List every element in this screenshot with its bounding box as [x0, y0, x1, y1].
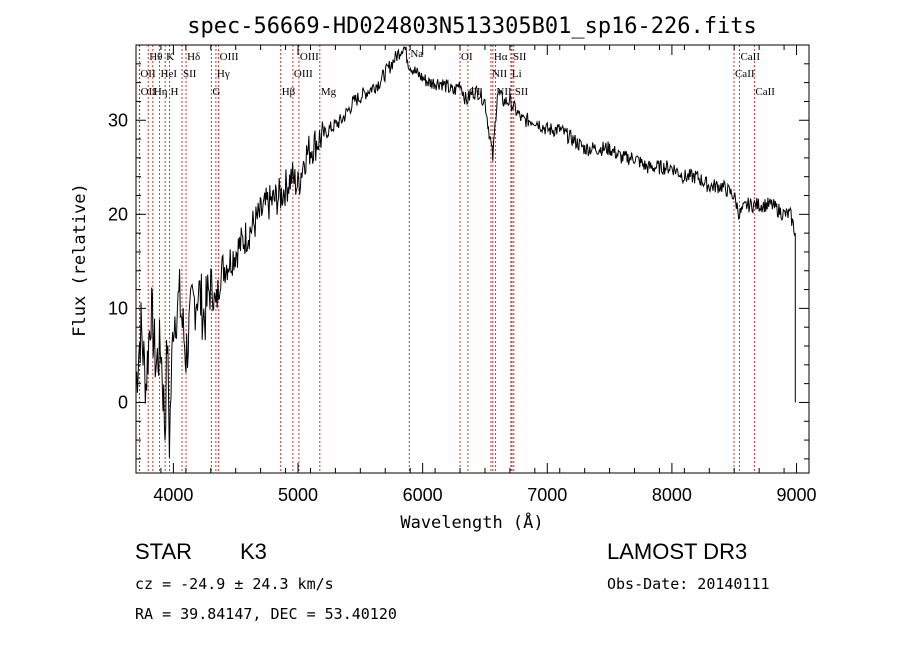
- emission-line-label: OIII: [300, 51, 319, 63]
- y-axis-label: Flux (relative): [70, 183, 90, 337]
- emission-line-label: OI: [461, 51, 473, 63]
- emission-line-label: G: [212, 86, 220, 98]
- emission-line-label: NII: [492, 68, 508, 80]
- x-tick-label: 5000: [278, 485, 318, 505]
- emission-line-label: H: [171, 86, 179, 98]
- emission-line-label: Na: [410, 48, 423, 60]
- y-tick-label: 20: [108, 204, 128, 224]
- x-axis-label: Wavelength (Å): [400, 511, 543, 533]
- y-tick-label: 30: [108, 110, 128, 130]
- emission-line-label: Hδ: [187, 51, 200, 63]
- plot-frame: [135, 44, 810, 474]
- emission-line-markers: [138, 45, 755, 473]
- emission-line-label: NII: [496, 86, 512, 98]
- emission-line-label: OII: [140, 68, 156, 80]
- y-axis-ticks: 0 10 20 30: [108, 63, 809, 460]
- emission-line-label: HeI: [161, 68, 178, 80]
- emission-line-label: SII: [183, 68, 197, 80]
- emission-line-labels: Hθ OII OII K HeI Hη H SII Hδ OIII Hγ G Hβ OIII OIII Mg N…: [140, 48, 775, 98]
- emission-line-label: Hθ: [149, 51, 162, 63]
- emission-line-label: Mg: [321, 86, 337, 98]
- emission-line-label: SII: [513, 51, 527, 63]
- x-tick-label: 9000: [777, 485, 817, 505]
- survey-name: LAMOST DR3: [607, 539, 747, 564]
- emission-line-label: CaII: [735, 68, 755, 80]
- emission-line-label: OII: [141, 86, 157, 98]
- redshift-readout: cz = -24.9 ± 24.3 km/s: [135, 575, 334, 593]
- object-class: STAR: [135, 539, 192, 564]
- emission-line-label: Hα: [494, 51, 508, 63]
- emission-line-label: CaII: [755, 86, 775, 98]
- emission-line-label: SII: [515, 86, 529, 98]
- x-tick-label: 4000: [153, 485, 193, 505]
- emission-line-label: OIII: [294, 68, 313, 80]
- emission-line-label: Hβ: [282, 86, 296, 98]
- x-axis-ticks: 4000 5000 6000 7000 8000 9000: [135, 45, 817, 505]
- object-subclass: K3: [240, 539, 267, 564]
- y-tick-label: 10: [108, 298, 128, 318]
- emission-line-label: Hη: [154, 86, 168, 98]
- chart-title: spec-56669-HD024803N513305B01_sp16-226.f…: [187, 14, 757, 39]
- emission-line-label: K: [166, 51, 174, 63]
- emission-line-label: OIII: [220, 51, 239, 63]
- obs-date: Obs-Date: 20140111: [607, 575, 770, 593]
- spectrum-line: [135, 46, 796, 458]
- x-tick-label: 8000: [652, 485, 692, 505]
- x-tick-label: 6000: [403, 485, 443, 505]
- emission-line-label: Hγ: [217, 68, 230, 80]
- y-tick-label: 0: [118, 392, 128, 412]
- emission-line-label: Li: [512, 68, 522, 80]
- coordinates: RA = 39.84147, DEC = 53.40120: [135, 605, 397, 623]
- x-tick-label: 7000: [527, 485, 567, 505]
- emission-line-label: CaII: [740, 51, 760, 63]
